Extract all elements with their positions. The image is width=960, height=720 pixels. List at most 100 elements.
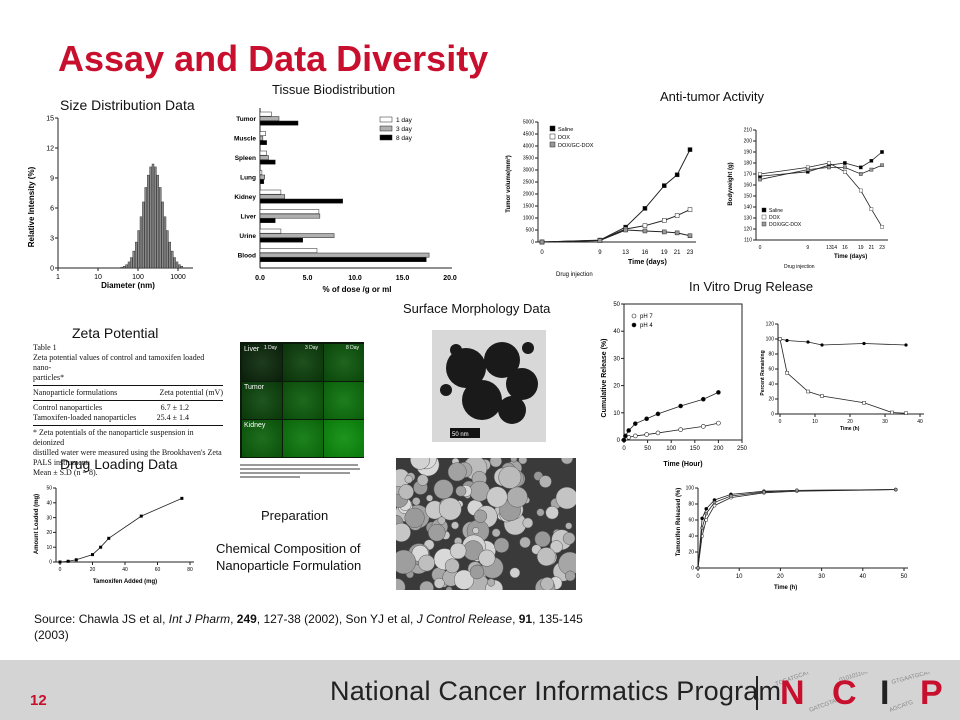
size-bar	[170, 250, 174, 269]
y-tick-label: 1500	[523, 204, 534, 210]
y-tick-label: 180	[744, 161, 753, 167]
y-tick-label: 0	[50, 265, 54, 272]
x-tick-label: 60	[155, 567, 161, 573]
zeta-caption-2: Zeta potential values of control and tam…	[33, 353, 205, 372]
y-tick-label: 80	[768, 352, 774, 358]
remaining-yticks: 0 20 40 60 80 100 120	[766, 322, 778, 418]
tumor-point	[674, 230, 680, 236]
tissue-bar	[259, 159, 276, 165]
y-tick-label: 2000	[523, 192, 534, 198]
bw-x-tick: 21	[869, 245, 875, 251]
bw-x-tick: 14	[831, 245, 837, 251]
y-tick-label: 0	[49, 560, 52, 566]
y-tick-label: 100	[766, 337, 775, 343]
sem-spheres	[396, 458, 576, 590]
y-tick-label: 50	[46, 486, 52, 492]
zeta-col2: Zeta potential (mV)	[159, 388, 223, 397]
tumor-point	[597, 238, 603, 243]
size-bar	[173, 257, 176, 269]
tissue-bar	[259, 189, 282, 195]
x-tick-label: 200	[713, 446, 724, 452]
size-bar	[166, 230, 169, 269]
micrograph-col-label: 3 Day	[305, 345, 319, 351]
y-tick-label: 40	[688, 534, 694, 540]
sem-sphere	[419, 580, 434, 590]
legend-marker	[761, 221, 767, 227]
legend-label: DOX	[769, 215, 781, 221]
tissue-x-tick: 10.0	[348, 275, 362, 282]
bw-point	[805, 167, 810, 172]
micrograph-cell	[324, 382, 364, 419]
remaining-line-b	[779, 338, 907, 414]
y-tick-label: 6	[50, 205, 54, 212]
size-bar	[122, 266, 126, 269]
sem-sphere	[536, 508, 545, 517]
anti-tumor-label: Anti-tumor Activity	[660, 89, 765, 104]
x-tick-label: 50	[901, 574, 908, 580]
sem-sphere	[506, 486, 528, 508]
ncip-logo: TCGATGCAT 010101100 GTGAATGCAT GATCGTAG …	[770, 672, 956, 716]
preparation-label: Preparation	[261, 508, 329, 523]
ncip-dna-pattern: TCGATGCAT 010101100 GTGAATGCAT GATCGTAG …	[775, 672, 932, 714]
y-tick-label: 40	[46, 500, 52, 506]
bw-x-tick: 9	[806, 245, 809, 251]
remaining-point	[904, 343, 908, 347]
size-bar	[149, 166, 152, 269]
x-tick-label: 0	[59, 567, 62, 573]
tumor-legend: Saline DOX DOX/GC-DOX	[549, 125, 594, 149]
release-point	[678, 403, 683, 409]
tumor-point	[662, 218, 667, 223]
y-tick-label: 140	[744, 205, 753, 211]
in-vitro-label: In Vitro Drug Release	[689, 279, 814, 294]
cumulative-lines	[621, 390, 721, 443]
sem-sphere	[444, 558, 460, 574]
y-tick-label: 160	[744, 183, 753, 189]
micrograph-row-label: Liver	[244, 346, 260, 353]
size-bar	[125, 264, 128, 269]
tumor-point	[662, 183, 667, 188]
y-tick-label: 0	[617, 438, 621, 444]
loading-point	[139, 514, 143, 518]
tumor-point	[642, 206, 648, 211]
sem-sphere	[396, 549, 416, 575]
sem-sphere	[564, 570, 576, 582]
y-tick-label: 0	[531, 240, 534, 246]
zeta-potential-label: Zeta Potential	[72, 325, 159, 341]
y-tick-label: 0	[771, 412, 774, 418]
x-tick-label: 10	[94, 274, 102, 281]
anti-tumor-volume-chart: Tumor volume(mm³) 0 500 1000 1500 2000 2500 30…	[505, 120, 696, 278]
bw-point	[827, 165, 831, 170]
release-point	[678, 427, 683, 432]
tissue-biodistribution-label: Tissue Biodistribution	[272, 82, 396, 97]
y-tick-label: 20	[688, 550, 694, 556]
tissue-bar	[259, 140, 267, 145]
remaining-point	[904, 411, 908, 415]
page-number: 12	[30, 692, 47, 709]
tissue-bar	[259, 135, 264, 141]
zeta-col1: Nanoparticle formulations	[33, 388, 118, 397]
tumor-x-tick: 23	[687, 250, 694, 256]
x-tick-label: 80	[187, 567, 193, 573]
sem-sphere	[473, 509, 488, 523]
bw-x-tick: 13	[826, 245, 832, 251]
sem-sphere	[562, 532, 576, 545]
tumor-point	[674, 213, 680, 218]
ncip-letter-n: N	[780, 674, 805, 712]
loading-xlabel: Tamoxifen Added (mg)	[93, 579, 157, 585]
sem-sphere	[433, 577, 445, 589]
y-tick-label: 1000	[523, 216, 534, 222]
y-tick-label: 10	[46, 545, 52, 551]
y-tick-label: 12	[46, 145, 54, 152]
sem-sphere	[560, 458, 574, 465]
sem-sphere	[404, 507, 425, 528]
y-tick-label: 4000	[523, 144, 534, 150]
tamox-series-line	[697, 489, 896, 569]
release-point	[700, 424, 706, 429]
micrograph-cell	[283, 344, 323, 381]
sem-sphere	[453, 569, 475, 590]
tumor-xticks: 0 9 13 16 19 21 23	[540, 250, 694, 256]
tamox-series-line	[697, 489, 896, 569]
y-tick-label: 80	[688, 502, 694, 508]
legend-swatch	[379, 116, 393, 123]
legend-marker	[549, 125, 556, 132]
